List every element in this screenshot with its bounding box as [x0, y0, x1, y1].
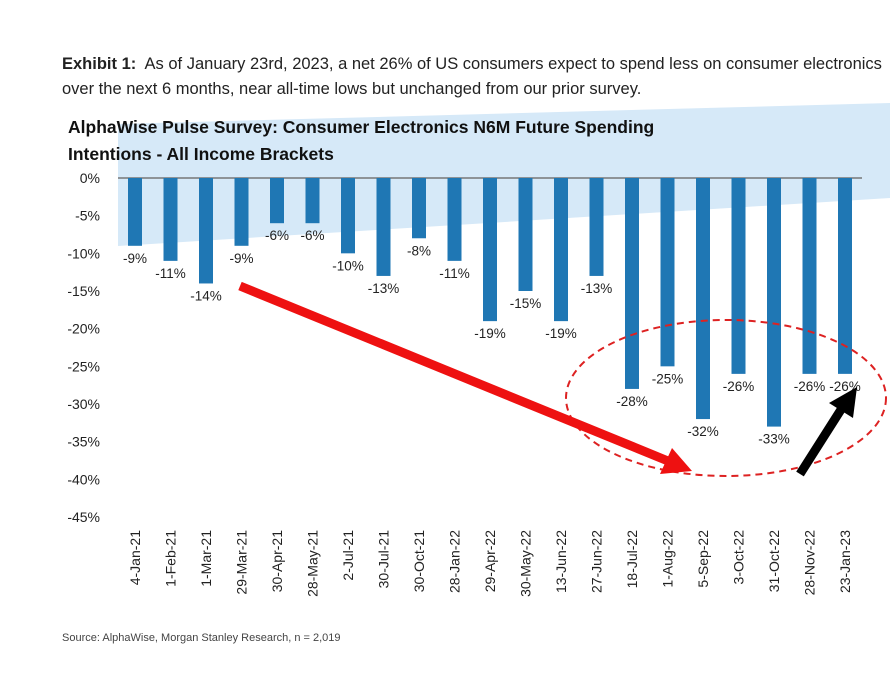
x-tick-label: 28-Nov-22 [802, 530, 818, 596]
x-tick-label: 28-Jan-22 [447, 530, 463, 593]
y-tick-label: -40% [67, 471, 100, 487]
bar [412, 178, 426, 239]
bar [341, 178, 355, 254]
data-label: -8% [407, 243, 431, 258]
x-tick-label: 27-Jun-22 [589, 530, 605, 593]
data-label: -13% [581, 281, 613, 296]
highlight-ellipse [565, 319, 887, 477]
x-tick-label: 1-Feb-21 [163, 530, 179, 587]
data-label: -13% [368, 281, 400, 296]
data-label: -9% [229, 251, 253, 266]
bar [554, 178, 568, 322]
x-tick-label: 28-May-21 [305, 530, 321, 597]
y-tick-label: 0% [80, 170, 100, 186]
bar [660, 178, 675, 367]
x-tick-label: 1-Aug-22 [660, 530, 676, 588]
y-tick-label: -10% [67, 245, 100, 261]
data-label: -6% [265, 228, 289, 243]
red-trend-arrow [238, 281, 692, 474]
bar [838, 178, 852, 374]
data-label: -14% [190, 288, 222, 303]
bar [731, 178, 746, 374]
data-label: -19% [474, 326, 506, 341]
data-label: -26% [794, 379, 826, 394]
x-tick-label: 18-Jul-22 [624, 530, 640, 589]
x-tick-label: 30-Apr-21 [269, 530, 285, 592]
data-label: -9% [123, 251, 147, 266]
x-tick-label: 4-Jan-21 [127, 530, 143, 585]
bar [767, 178, 781, 427]
exhibit-caption: Exhibit 1: As of January 23rd, 2023, a n… [62, 52, 882, 102]
data-label: -26% [723, 379, 755, 394]
data-label: -33% [758, 432, 790, 447]
data-label: -11% [439, 266, 470, 281]
source-note: Source: AlphaWise, Morgan Stanley Resear… [62, 632, 341, 644]
chart-title-line-1: AlphaWise Pulse Survey: Consumer Electro… [68, 117, 654, 137]
bar [270, 178, 284, 224]
x-tick-label: 30-May-22 [518, 530, 534, 597]
y-tick-label: -45% [67, 509, 100, 525]
bar [163, 178, 178, 261]
x-tick-label: 29-Mar-21 [234, 530, 250, 595]
bar [128, 178, 142, 246]
exhibit-text: As of January 23rd, 2023, a net 26% of U… [62, 55, 882, 98]
x-tick-label: 3-Oct-22 [731, 530, 747, 585]
data-label: -25% [652, 371, 684, 386]
data-label: -11% [155, 266, 186, 281]
bar [447, 178, 462, 261]
bar [234, 178, 249, 246]
data-label: -10% [332, 258, 364, 273]
y-tick-label: -30% [67, 396, 100, 412]
data-label: -6% [300, 228, 324, 243]
bar [625, 178, 639, 389]
bar [589, 178, 604, 276]
y-tick-label: -35% [67, 434, 100, 450]
x-tick-label: 29-Apr-22 [482, 530, 498, 592]
x-tick-label: 30-Oct-21 [411, 530, 427, 592]
y-tick-label: -5% [75, 208, 100, 224]
x-tick-label: 2-Jul-21 [340, 530, 356, 581]
y-tick-label: -20% [67, 321, 100, 337]
bar [518, 178, 533, 291]
x-tick-label: 5-Sep-22 [695, 530, 711, 588]
x-tick-label: 31-Oct-22 [766, 530, 782, 592]
x-tick-label: 30-Jul-21 [376, 530, 392, 589]
data-label: -32% [687, 424, 719, 439]
x-tick-label: 13-Jun-22 [553, 530, 569, 593]
data-label: -15% [510, 296, 542, 311]
y-tick-label: -15% [67, 283, 100, 299]
x-tick-label: 23-Jan-23 [837, 530, 853, 593]
chart-title-line-2: Intentions - All Income Brackets [68, 144, 334, 164]
bar [802, 178, 817, 374]
data-label: -28% [616, 394, 648, 409]
bar [696, 178, 710, 420]
bar [305, 178, 320, 224]
bar [376, 178, 391, 276]
data-label: -19% [545, 326, 577, 341]
y-tick-label: -25% [67, 358, 100, 374]
bar [483, 178, 497, 322]
black-up-arrow [796, 387, 857, 477]
exhibit-label: Exhibit 1: [62, 55, 137, 73]
bar [199, 178, 213, 284]
x-tick-label: 1-Mar-21 [198, 530, 214, 587]
